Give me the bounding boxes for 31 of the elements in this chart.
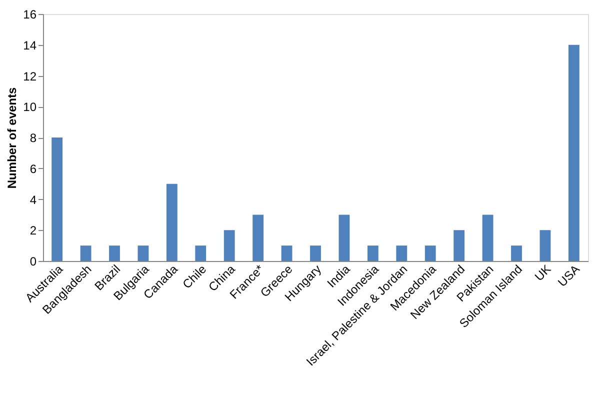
bar xyxy=(396,246,408,261)
bar xyxy=(540,230,551,261)
bar xyxy=(424,246,436,261)
bar xyxy=(310,246,321,261)
bar xyxy=(511,246,522,261)
x-tick-label: UK xyxy=(532,262,554,284)
bar xyxy=(52,138,63,261)
bar xyxy=(338,214,350,261)
bar xyxy=(454,230,465,261)
y-tick-label: 12 xyxy=(23,69,37,84)
bar xyxy=(166,184,178,261)
y-tick-label: 2 xyxy=(30,224,37,238)
bar xyxy=(367,246,378,261)
y-tick-label: 14 xyxy=(23,38,37,52)
y-axis-title: Number of events xyxy=(5,87,20,189)
y-tick-label: 6 xyxy=(30,162,37,176)
bar xyxy=(80,246,92,261)
bar xyxy=(281,246,292,261)
bar xyxy=(252,214,264,261)
y-tick-label: 8 xyxy=(30,131,37,145)
bar xyxy=(482,214,494,261)
y-tick-label: 10 xyxy=(23,100,37,114)
x-tick-label: USA xyxy=(555,262,582,290)
y-tick-label: 4 xyxy=(30,192,37,207)
bar xyxy=(109,246,120,261)
y-tick-label: 0 xyxy=(30,254,37,268)
y-tick-label: 16 xyxy=(23,8,37,22)
bar xyxy=(568,44,580,261)
bar xyxy=(224,230,235,261)
bar xyxy=(195,246,206,261)
bar xyxy=(138,246,149,261)
